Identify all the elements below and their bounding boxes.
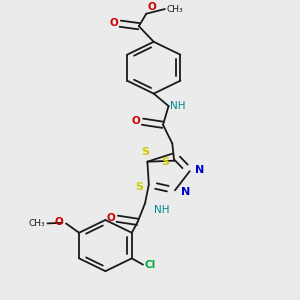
Text: S: S	[162, 157, 170, 167]
Text: NH: NH	[170, 101, 186, 111]
Text: O: O	[110, 18, 118, 28]
Text: O: O	[147, 2, 156, 12]
Text: N: N	[181, 187, 190, 197]
Text: O: O	[54, 217, 63, 227]
Text: S: S	[142, 147, 149, 157]
Text: Cl: Cl	[144, 260, 155, 270]
Text: CH₃: CH₃	[29, 219, 46, 228]
Text: S: S	[135, 182, 143, 192]
Text: NH: NH	[154, 205, 170, 215]
Text: N: N	[195, 165, 205, 175]
Text: O: O	[106, 213, 116, 223]
Text: O: O	[132, 116, 141, 126]
Text: CH₃: CH₃	[166, 4, 183, 14]
